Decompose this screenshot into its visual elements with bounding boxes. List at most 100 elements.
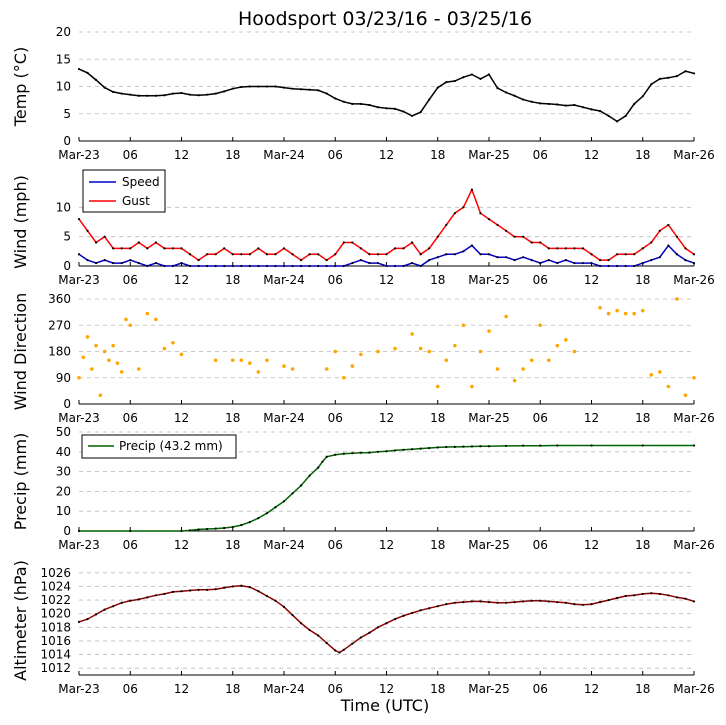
data-point [94,261,98,265]
data-point [658,592,661,596]
x-tick-label: 18 [430,273,445,287]
x-tick-label: 12 [584,682,599,696]
data-point [428,446,431,450]
data-point [136,367,141,371]
data-point [581,603,585,606]
data-point [530,241,533,244]
x-tick-label: 12 [584,538,599,552]
data-point [282,264,286,268]
data-point [231,585,234,588]
data-point [103,259,106,262]
x-tick-label: Mar-24 [263,682,304,696]
data-point [658,77,661,80]
data-point [529,358,534,363]
data-point [376,626,380,629]
x-tick-label: Mar-23 [58,411,99,425]
data-point [197,94,200,97]
data-point [564,338,568,342]
data-point [342,648,345,651]
data-point [522,600,525,603]
data-point [675,596,679,599]
data-point [180,261,183,265]
data-point [402,264,405,268]
data-point [146,247,149,250]
data-point [547,102,550,106]
data-point [90,367,94,371]
data-point [324,367,329,371]
y-tick-label: 90 [56,371,71,385]
data-point [650,83,653,86]
data-point [112,261,115,265]
data-point [445,81,448,84]
data-point [590,108,593,111]
x-tick-label: 18 [225,148,240,162]
data-point [256,370,261,374]
data-point [479,212,482,215]
data-point [248,264,251,268]
data-point [504,444,508,447]
data-point [206,253,209,256]
data-point [265,358,269,363]
x-tick-label: Mar-24 [263,538,304,552]
data-point [496,223,499,227]
data-point [556,601,559,604]
data-point [487,73,491,76]
data-point [385,253,388,256]
data-point [368,103,371,107]
x-tick-label: 06 [123,148,138,162]
data-point [393,618,397,621]
data-point [539,444,542,447]
data-point [334,649,337,652]
y-axis-label: Temp (°C) [11,47,30,127]
data-point [385,622,388,625]
data-point [436,605,439,608]
data-point [98,393,103,398]
data-point [496,256,499,259]
data-point [351,241,354,244]
data-point [368,261,371,265]
data-point [265,512,269,515]
x-tick-label: 06 [328,273,343,287]
data-point [573,103,576,107]
data-point [633,264,636,268]
data-point [120,92,123,95]
x-tick-label: Mar-26 [673,538,714,552]
data-point [470,73,474,76]
x-tick-label: 12 [174,682,189,696]
y-tick-label: 1014 [40,648,71,662]
data-point [462,206,465,209]
data-point [240,584,243,587]
data-point [257,85,260,88]
data-point [86,71,89,74]
data-point [163,264,166,268]
data-point [487,329,491,333]
data-point [504,601,508,604]
data-point [411,611,414,615]
data-point [274,85,277,88]
x-tick-label: 12 [379,148,394,162]
data-point [77,620,81,623]
data-point [265,264,269,268]
data-point [607,114,610,118]
data-point [163,247,166,250]
data-point [299,264,303,268]
data-point [470,384,474,389]
panel-precip: 0 10 20 30 40 50 Mar-23 06 12 18 Mar-24 06 12 18 Mar-2… [11,425,715,552]
data-point [197,259,200,262]
data-point [564,247,567,250]
data-point [231,87,234,90]
panel-temp: 0 5 10 15 20 Mar-23 06 12 18 Mar-24 06 12 18 Mar-25 06… [11,25,715,162]
data-point [418,346,423,351]
data-point [641,444,644,447]
data-point [496,601,499,604]
data-point [556,261,559,265]
data-point [265,253,269,256]
panel-wind: 0 5 10 Mar-23 06 12 18 Mar-24 06 12 18 Mar-25 06 12 18… [11,169,715,287]
data-point [598,109,602,113]
x-tick-label: 06 [533,148,548,162]
data-point [692,253,696,256]
data-point [257,264,260,268]
y-tick-label: 40 [56,445,71,459]
data-point [462,76,465,79]
data-point [692,375,696,380]
